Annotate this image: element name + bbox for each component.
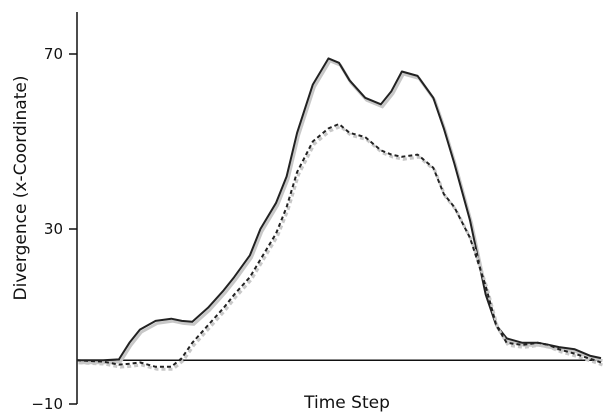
- y-ticks: −10 30 70: [31, 45, 77, 413]
- y-tick-label: 70: [44, 45, 63, 63]
- axes: [76, 12, 601, 404]
- series-dashed-line: [76, 123, 602, 368]
- series-solid-line: [77, 57, 602, 362]
- y-tick-label: 30: [44, 220, 63, 238]
- y-axis-label: Divergence (x-Coordinate): [11, 76, 31, 301]
- series-shadow-line: [78, 59, 603, 365]
- series-layer: [76, 57, 603, 371]
- series-shadow-line: [78, 124, 603, 371]
- y-tick-label: −10: [31, 395, 63, 413]
- x-axis-label: Time Step: [303, 393, 390, 413]
